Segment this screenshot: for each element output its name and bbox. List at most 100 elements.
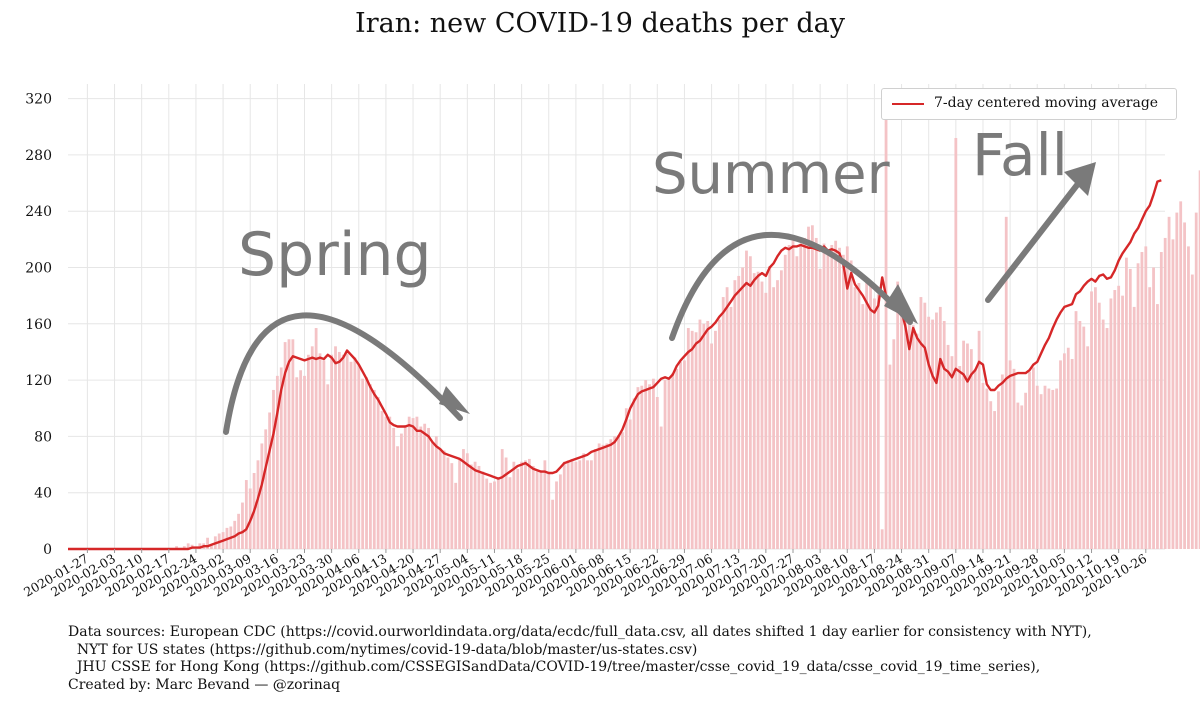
bar-daily-deaths — [752, 273, 756, 549]
bar-daily-deaths — [415, 416, 419, 549]
x-axis: 2020-01-272020-02-032020-02-102020-02-17… — [21, 549, 1149, 600]
bar-daily-deaths — [473, 461, 477, 549]
bar-daily-deaths — [241, 502, 244, 549]
bar-daily-deaths — [570, 458, 574, 549]
bar-daily-deaths — [814, 237, 818, 549]
bar-daily-deaths — [876, 294, 880, 549]
bar-daily-deaths — [667, 378, 671, 549]
bar-daily-deaths — [644, 380, 648, 549]
bar-daily-deaths — [849, 260, 853, 549]
bar-daily-deaths — [275, 375, 279, 549]
bar-daily-deaths — [589, 460, 593, 549]
bar-daily-deaths — [857, 282, 861, 549]
bar-daily-deaths — [586, 460, 589, 549]
moving-average-line-group — [68, 179, 1162, 551]
bar-daily-deaths — [481, 471, 485, 549]
bar-daily-deaths — [349, 361, 353, 549]
bar-daily-deaths — [535, 471, 539, 549]
bar-daily-deaths — [551, 499, 555, 549]
bar-daily-deaths — [434, 436, 438, 549]
bar-daily-deaths — [733, 280, 737, 549]
bar-daily-deaths — [830, 244, 834, 550]
bar-daily-deaths — [547, 472, 551, 549]
bar-daily-deaths — [900, 292, 903, 549]
bar-daily-deaths — [659, 426, 663, 549]
bar-daily-deaths — [369, 384, 372, 549]
bar-daily-deaths — [776, 280, 779, 549]
bar-daily-deaths — [938, 306, 942, 549]
bar-daily-deaths — [566, 460, 570, 549]
bar-daily-deaths — [873, 298, 876, 549]
spring-arrow — [223, 312, 463, 435]
bar-daily-deaths — [958, 366, 962, 549]
bar-daily-deaths — [822, 243, 826, 549]
bar-daily-deaths — [931, 319, 934, 549]
y-tick-label: 320 — [25, 92, 52, 108]
bar-daily-deaths — [334, 346, 337, 549]
bar-daily-deaths — [748, 256, 752, 549]
bar-daily-deaths — [655, 396, 659, 549]
bar-daily-deaths — [609, 439, 613, 549]
bar-daily-deaths — [861, 304, 865, 549]
bar-daily-deaths — [578, 460, 582, 549]
bar-daily-deaths — [632, 398, 636, 549]
bar-daily-deaths — [904, 302, 907, 549]
bar-daily-deaths — [725, 287, 729, 549]
bar-daily-deaths — [1159, 252, 1163, 549]
bar-daily-deaths — [357, 364, 361, 549]
bar-daily-deaths — [989, 401, 993, 549]
bar-daily-deaths — [1156, 304, 1159, 549]
bar-daily-deaths — [527, 458, 531, 549]
bar-daily-deaths — [1187, 246, 1190, 549]
bar-daily-deaths — [206, 537, 209, 549]
season-label: Summer — [652, 142, 891, 207]
bar-daily-deaths — [710, 343, 713, 549]
y-tick-label: 160 — [25, 317, 52, 333]
bar-daily-deaths — [838, 247, 841, 550]
bar-daily-deaths — [1082, 326, 1086, 549]
bar-daily-deaths — [419, 426, 423, 549]
bar-daily-deaths — [985, 388, 989, 549]
bar-daily-deaths — [1035, 385, 1039, 549]
bar-daily-deaths — [489, 482, 492, 549]
chart-title: Iran: new COVID-19 deaths per day — [355, 8, 845, 39]
bar-daily-deaths — [1047, 388, 1051, 549]
bar-daily-deaths — [431, 442, 434, 549]
bar-daily-deaths — [512, 461, 516, 549]
bar-daily-deaths — [911, 325, 915, 549]
bar-daily-deaths — [977, 330, 981, 549]
bar-daily-deaths — [962, 340, 965, 549]
footer-line: NYT for US states (https://github.com/ny… — [68, 641, 698, 658]
bars — [175, 104, 1200, 550]
bar-daily-deaths — [1136, 263, 1140, 549]
bar-daily-deaths — [597, 443, 601, 549]
bar-daily-deaths — [1183, 222, 1186, 549]
bar-daily-deaths — [555, 481, 558, 549]
bar-daily-deaths — [1175, 212, 1179, 550]
bar-daily-deaths — [640, 385, 644, 549]
summer-arrow — [669, 232, 913, 341]
bar-daily-deaths — [283, 342, 287, 549]
bar-daily-deaths — [605, 443, 609, 549]
bar-daily-deaths — [562, 461, 566, 549]
bar-daily-deaths — [1198, 170, 1200, 549]
bar-daily-deaths — [1144, 246, 1148, 549]
y-tick-label: 120 — [25, 373, 52, 389]
bar-daily-deaths — [593, 449, 597, 549]
footer-line: Data sources: European CDC (https://covi… — [68, 624, 1092, 640]
bar-daily-deaths — [376, 396, 380, 549]
bar-daily-deaths — [652, 378, 655, 549]
bar-daily-deaths — [690, 330, 694, 549]
bar-daily-deaths — [834, 240, 838, 549]
bar-daily-deaths — [516, 468, 520, 549]
bar-daily-deaths — [981, 382, 985, 549]
bar-daily-deaths — [756, 271, 760, 549]
bar-daily-deaths — [341, 354, 345, 549]
bar-daily-deaths — [966, 343, 969, 549]
bar-daily-deaths — [686, 328, 690, 549]
y-tick-label: 40 — [34, 486, 52, 502]
bar-daily-deaths — [810, 225, 814, 549]
bar-daily-deaths — [1074, 311, 1078, 549]
bar-daily-deaths — [799, 243, 803, 549]
